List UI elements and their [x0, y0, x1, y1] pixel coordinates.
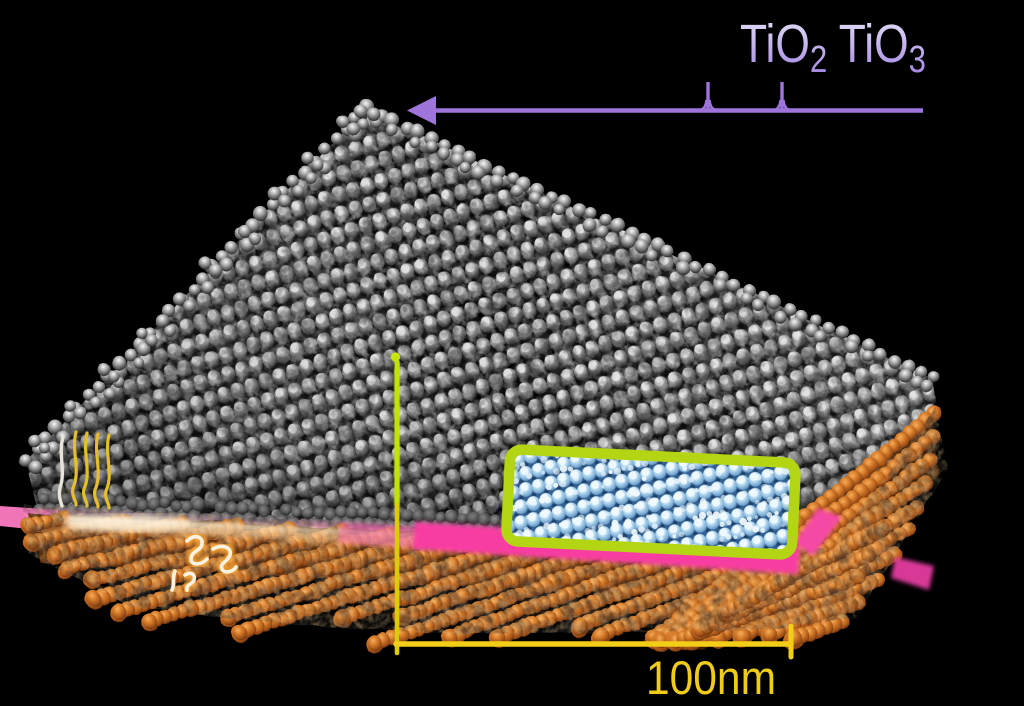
svg-text:100nm: 100nm — [646, 651, 776, 704]
svg-text:TiO2 TiO3: TiO2 TiO3 — [740, 14, 926, 81]
